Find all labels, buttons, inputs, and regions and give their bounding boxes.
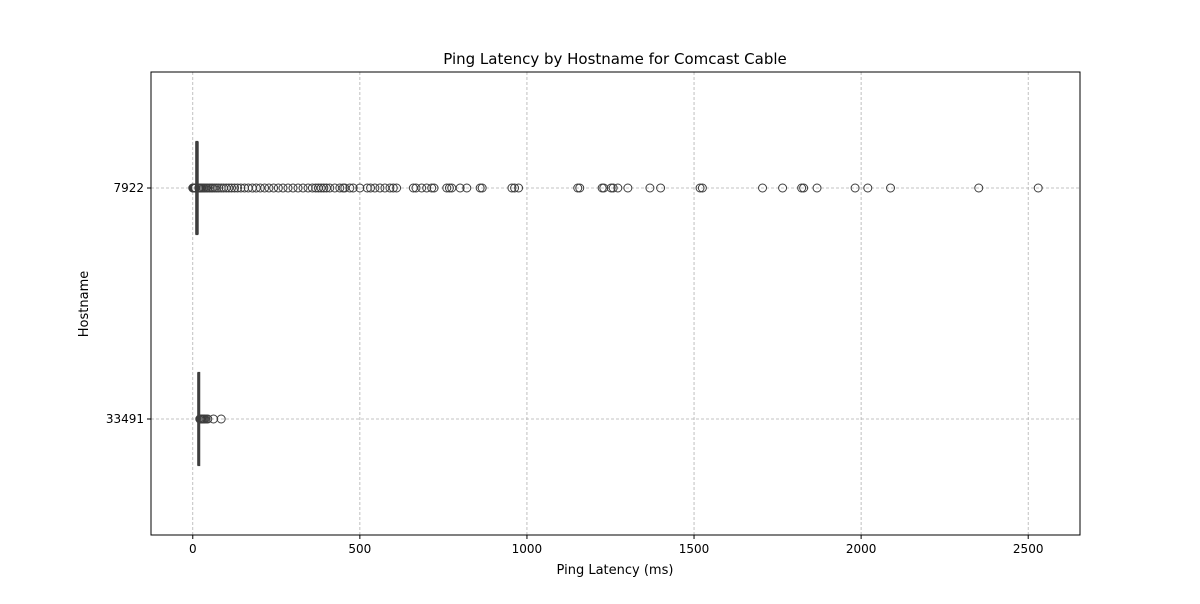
grid-lines bbox=[151, 72, 1080, 535]
y-axis-label: Hostname bbox=[77, 271, 92, 337]
outlier-point bbox=[1033, 183, 1043, 193]
outlier-point bbox=[316, 183, 326, 193]
outlier-point bbox=[442, 183, 452, 193]
x-tick-label: 2500 bbox=[1013, 542, 1044, 556]
outlier-point bbox=[298, 183, 308, 193]
outlier-point bbox=[335, 183, 345, 193]
outlier-point bbox=[462, 183, 472, 193]
x-tick-label: 0 bbox=[189, 542, 197, 556]
x-axis-label: Ping Latency (ms) bbox=[557, 563, 674, 578]
outlier-point bbox=[974, 183, 984, 193]
outlier-point bbox=[273, 183, 283, 193]
outlier-point bbox=[227, 183, 237, 193]
outlier-point bbox=[812, 183, 822, 193]
outlier-point bbox=[214, 183, 224, 193]
outlier-point bbox=[623, 183, 633, 193]
outlier-point bbox=[230, 183, 240, 193]
x-tick-label: 2000 bbox=[846, 542, 877, 556]
outlier-point bbox=[385, 183, 395, 193]
outlier-point bbox=[599, 183, 609, 193]
outlier-point bbox=[608, 183, 618, 193]
outlier-point bbox=[886, 183, 896, 193]
x-tick-label: 500 bbox=[348, 542, 371, 556]
outlier-point bbox=[695, 183, 705, 193]
x-tick-label: 1500 bbox=[679, 542, 710, 556]
y-tick-label: 7922 bbox=[113, 181, 144, 195]
outlier-point bbox=[366, 183, 376, 193]
outlier-point bbox=[203, 414, 213, 424]
outlier-point bbox=[319, 183, 329, 193]
outlier-point bbox=[370, 183, 380, 193]
x-tick-label: 1000 bbox=[512, 542, 543, 556]
outlier-point bbox=[411, 183, 421, 193]
outlier-point bbox=[613, 183, 623, 193]
outlier-point bbox=[444, 183, 454, 193]
outlier-point bbox=[269, 183, 279, 193]
outlier-point bbox=[510, 183, 520, 193]
outlier-point bbox=[850, 183, 860, 193]
outlier-point bbox=[427, 183, 437, 193]
outlier-point bbox=[392, 183, 402, 193]
outlier-point bbox=[455, 183, 465, 193]
outlier-point bbox=[283, 183, 293, 193]
box-group-7922 bbox=[188, 140, 1043, 236]
outlier-point bbox=[233, 183, 243, 193]
outlier-point bbox=[236, 183, 246, 193]
outlier-point bbox=[388, 183, 398, 193]
outlier-point bbox=[697, 183, 707, 193]
outlier-point bbox=[224, 183, 234, 193]
axis-ticks: 0 500 1000 1500 2000 2500 7922 33491 bbox=[106, 181, 1044, 556]
y-tick-label: 33491 bbox=[106, 412, 144, 426]
box-group-33491 bbox=[195, 371, 226, 467]
outlier-point bbox=[863, 183, 873, 193]
outlier-point bbox=[375, 183, 385, 193]
outlier-point bbox=[758, 183, 768, 193]
outlier-point bbox=[656, 183, 666, 193]
outlier-point bbox=[355, 183, 365, 193]
outlier-point bbox=[507, 183, 517, 193]
outlier-point bbox=[645, 183, 655, 193]
outlier-point bbox=[417, 183, 427, 193]
outlier-point bbox=[278, 183, 288, 193]
outlier-point bbox=[799, 183, 809, 193]
chart-title: Ping Latency by Hostname for Comcast Cab… bbox=[443, 50, 787, 68]
outlier-point bbox=[348, 183, 358, 193]
outlier-point bbox=[477, 183, 487, 193]
outlier-point bbox=[422, 183, 432, 193]
outlier-point bbox=[575, 183, 585, 193]
outlier-point bbox=[288, 183, 298, 193]
outlier-point bbox=[307, 183, 317, 193]
outlier-point bbox=[514, 183, 524, 193]
outlier-point bbox=[264, 183, 274, 193]
outlier-point bbox=[293, 183, 303, 193]
outlier-point bbox=[260, 183, 270, 193]
outlier-point bbox=[216, 414, 226, 424]
outlier-point bbox=[345, 183, 355, 193]
outlier-point bbox=[778, 183, 788, 193]
box-plot-marks bbox=[188, 140, 1043, 467]
plot-area-frame bbox=[150, 71, 1081, 536]
outlier-point bbox=[429, 183, 439, 193]
outlier-point bbox=[255, 183, 265, 193]
outlier-point bbox=[325, 183, 335, 193]
